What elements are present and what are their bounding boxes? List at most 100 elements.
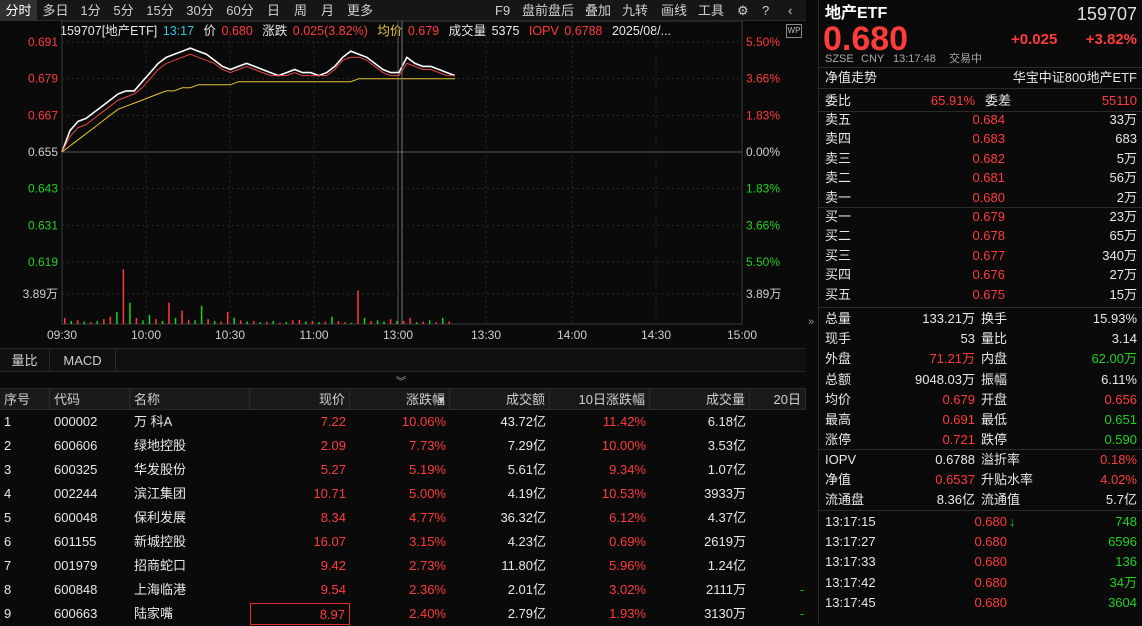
- info-code-name: 159707[地产ETF]: [60, 24, 158, 38]
- column-header-4[interactable]: 涨跌幅: [350, 389, 450, 410]
- volume-bar: [109, 316, 112, 324]
- book-label: 买二: [825, 228, 852, 244]
- cell-price: 5.27: [320, 462, 346, 477]
- tool-1[interactable]: 盘前盘后: [522, 3, 575, 18]
- table-row[interactable]: 7 001979 招商蛇口 9.42 2.73% 11.80亿 5.96% 1.24亿: [0, 554, 806, 578]
- y-left-tick: 0.631: [28, 218, 58, 232]
- ask-row[interactable]: 卖三 0.682 5万: [819, 149, 1142, 169]
- gear-icon[interactable]: ⚙: [737, 3, 749, 18]
- period-tab-7[interactable]: 日: [266, 3, 280, 18]
- period-tab-6[interactable]: 60分: [226, 3, 254, 18]
- tick-volume: 34万: [1109, 574, 1137, 590]
- stat-label: 内盘: [981, 351, 1008, 367]
- y-right-tick: 5.50%: [746, 255, 780, 269]
- table-row[interactable]: 6 601155 新城控股 16.07 3.15% 4.23亿 0.69% 2619万: [0, 530, 806, 554]
- table-row[interactable]: 1 000002 万 科A 7.22 10.06% 43.72亿 11.42% 6.18亿: [0, 410, 806, 434]
- period-tab-10[interactable]: 更多: [346, 3, 373, 18]
- column-header-3[interactable]: 现价: [250, 389, 350, 410]
- stat-label: 均价: [825, 391, 852, 407]
- panel-divider[interactable]: »: [806, 0, 818, 624]
- table-row[interactable]: 4 002244 滨江集团 10.71 5.00% 4.19亿 10.53% 3933万: [0, 482, 806, 506]
- tool-0[interactable]: F9: [495, 3, 511, 18]
- volume-bar: [415, 322, 418, 324]
- period-tab-8[interactable]: 周: [293, 3, 307, 18]
- y-left-tick: 0.679: [28, 72, 58, 86]
- cell-amt: 2.79亿: [507, 606, 546, 621]
- book-price: 0.679: [972, 209, 1005, 224]
- column-header-0[interactable]: 序号: [0, 389, 50, 410]
- period-tab-0[interactable]: 分时: [0, 0, 37, 21]
- cell-pct: 10.06%: [401, 414, 446, 429]
- column-header-8[interactable]: 20日: [750, 389, 806, 410]
- cell-pct10: 0.69%: [609, 534, 646, 549]
- column-header-1[interactable]: 代码: [50, 389, 130, 410]
- nav-trend-link[interactable]: 净值走势: [825, 70, 878, 85]
- ask-row[interactable]: 卖二 0.681 56万: [819, 168, 1142, 188]
- price-series-1: [61, 53, 455, 153]
- period-tab-1[interactable]: 多日: [42, 3, 69, 18]
- bid-row[interactable]: 买五 0.675 15万: [819, 285, 1142, 305]
- ask-row[interactable]: 卖一 0.680 2万: [819, 188, 1142, 208]
- bid-row[interactable]: 买三 0.677 340万: [819, 246, 1142, 266]
- period-tab-9[interactable]: 月: [320, 3, 334, 18]
- ask-row[interactable]: 卖五 0.684 33万: [819, 110, 1142, 130]
- collapse-icon[interactable]: ︾: [396, 377, 406, 388]
- table-row[interactable]: 3 600325 华发股份 5.27 5.19% 5.61亿 9.34% 1.07亿: [0, 458, 806, 482]
- volume-bar: [448, 321, 450, 324]
- table-row[interactable]: 5 600048 保利发展 8.34 4.77% 36.32亿 6.12% 4.37亿: [0, 506, 806, 530]
- column-header-2[interactable]: 名称: [130, 389, 250, 410]
- help-icon[interactable]: ?: [762, 3, 770, 18]
- volume-bar: [259, 322, 261, 324]
- cell-pct10: 9.34%: [609, 462, 646, 477]
- volume-bar: [402, 320, 405, 324]
- period-tab-4[interactable]: 15分: [146, 3, 174, 18]
- volume-bar: [279, 322, 281, 324]
- column-header-7[interactable]: 成交量: [650, 389, 750, 410]
- y-right-tick: 1.83%: [746, 108, 780, 122]
- chart-settings-icon[interactable]: WP: [786, 24, 802, 38]
- stat-label: 外盘: [825, 351, 852, 367]
- index-name[interactable]: 华宝中证800地产ETF: [1012, 70, 1137, 85]
- intraday-chart[interactable]: 0.691 5.50% 0.679 3.66% 0.667 1.83% 0.655 0.00%…: [0, 21, 806, 346]
- stat-label: 开盘: [981, 391, 1008, 407]
- volume-bar: [226, 311, 229, 324]
- indicator-tab-1[interactable]: MACD: [50, 349, 116, 372]
- chart-panel: 分时 多日 1分 5分 15分 30分 60分日周月更多 F9 盘前盘后 叠加 九转 画线 工具 ⚙? ‹ …: [0, 0, 806, 626]
- tool-2[interactable]: 叠加: [585, 3, 612, 18]
- tool-3[interactable]: 九转: [622, 3, 649, 18]
- period-tab-3[interactable]: 5分: [113, 3, 134, 18]
- stat-label: 量比: [981, 331, 1008, 347]
- stat-label: 净值: [825, 472, 852, 488]
- tick-row: 13:17:42 0.680 34万: [819, 573, 1142, 593]
- cell-name: 华发股份: [134, 462, 187, 477]
- period-tab-5[interactable]: 30分: [186, 3, 214, 18]
- volume-bar: [83, 321, 86, 324]
- volume-bar: [90, 322, 92, 324]
- table-row[interactable]: 8 600848 上海临港 9.54 2.36% 2.01亿 3.02% 2111万 -: [0, 578, 806, 602]
- table-row[interactable]: 2 600606 绿地控股 2.09 7.73% 7.29亿 10.00% 3.53亿: [0, 434, 806, 458]
- bid-row[interactable]: 买四 0.676 27万: [819, 265, 1142, 285]
- tick-row: 13:17:27 0.680 6596: [819, 532, 1142, 552]
- x-tick: 09:30: [47, 328, 77, 342]
- cell-n: 1: [4, 414, 12, 429]
- volume-bar: [246, 321, 248, 324]
- book-price: 0.675: [972, 286, 1005, 302]
- volume-bar: [116, 311, 118, 324]
- period-tab-2[interactable]: 1分: [80, 3, 101, 18]
- ask-row[interactable]: 卖四 0.683 683: [819, 129, 1142, 149]
- indicator-tab-0[interactable]: 量比: [0, 349, 50, 372]
- book-volume: 56万: [1109, 170, 1137, 186]
- back-icon[interactable]: ‹: [788, 3, 793, 18]
- expand-icon[interactable]: »: [808, 316, 815, 328]
- bid-row[interactable]: 买二 0.678 65万: [819, 226, 1142, 246]
- cell-price: 8.34: [320, 510, 346, 525]
- column-header-6[interactable]: 10日涨跌幅: [550, 389, 650, 410]
- column-header-5[interactable]: 成交额: [450, 389, 550, 410]
- sort-desc-icon[interactable]: ▾: [438, 392, 445, 407]
- table-row[interactable]: 9 600663 陆家嘴 8.97 2.40% 2.79亿 1.93% 3130万 -: [0, 602, 806, 626]
- wc-value: 55110: [1101, 93, 1137, 108]
- book-price: 0.682: [972, 150, 1005, 166]
- tool-5[interactable]: 工具: [698, 3, 725, 18]
- tool-4[interactable]: 画线: [661, 3, 688, 18]
- bid-row[interactable]: 买一 0.679 23万: [819, 207, 1142, 227]
